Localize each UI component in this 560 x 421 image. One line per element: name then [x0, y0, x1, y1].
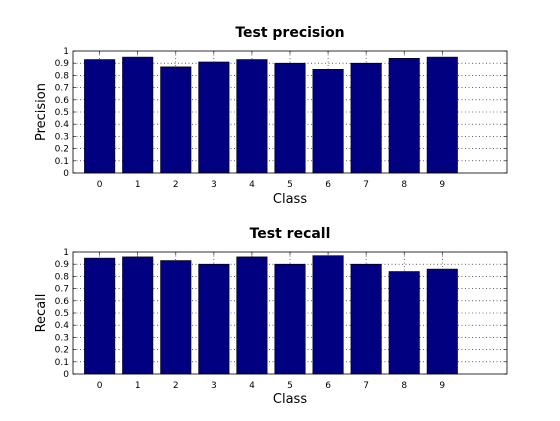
x-tick-label: 7 — [363, 381, 369, 391]
y-tick-label: 0.8 — [55, 272, 70, 282]
ticks: 0 0.1 0.2 0.3 0.4 0.5 0.6 0.7 0.8 0.9 1 0 1 2 3 4 5 6 7 8 9 — [55, 47, 507, 190]
x-tick-label: 0 — [97, 180, 103, 190]
bar — [312, 69, 344, 174]
y-tick-label: 1 — [63, 47, 69, 57]
plot-frame — [72, 251, 508, 375]
y-tick-label: 0 — [63, 370, 69, 380]
x-tick-label: 4 — [249, 180, 255, 190]
bar — [236, 59, 268, 174]
y-tick-label: 0.2 — [55, 346, 69, 356]
y-tick-label: 0.3 — [55, 333, 69, 343]
x-tick-label: 8 — [401, 381, 407, 391]
y-axis-label: Recall — [34, 294, 49, 333]
y-tick-label: 0.4 — [55, 120, 70, 130]
y-tick-label: 0.7 — [55, 285, 69, 295]
y-tick-label: 0.9 — [55, 59, 70, 69]
precision-chart: Test precision Class Precision 0 0.1 0.2 0.… — [34, 25, 508, 207]
bar — [388, 271, 420, 375]
x-tick-label: 1 — [135, 180, 141, 190]
x-tick-label: 4 — [249, 381, 255, 391]
x-tick-label: 3 — [211, 381, 217, 391]
bars — [84, 56, 458, 174]
x-tick-label: 5 — [287, 381, 293, 391]
bar — [426, 56, 458, 174]
bar — [160, 260, 192, 375]
bar — [312, 255, 344, 375]
y-tick-label: 0.3 — [55, 132, 69, 142]
x-tick-label: 2 — [173, 381, 179, 391]
y-tick-label: 0.5 — [55, 108, 69, 118]
bar — [426, 268, 458, 375]
bar — [122, 256, 154, 375]
x-tick-label: 9 — [439, 180, 445, 190]
x-tick-label: 8 — [401, 180, 407, 190]
y-tick-label: 0.6 — [55, 297, 70, 307]
x-tick-label: 2 — [173, 180, 179, 190]
recall-chart: Test recall Class Recall 0 0.1 0.2 0.3 0.4 0.… — [34, 226, 508, 407]
y-tick-label: 0.1 — [55, 358, 69, 368]
y-tick-label: 0.9 — [55, 260, 70, 270]
chart-title: Test recall — [250, 226, 331, 242]
x-tick-label: 6 — [325, 381, 331, 391]
x-axis-label: Class — [273, 392, 307, 407]
bar — [160, 66, 192, 174]
plot-frame — [72, 50, 508, 174]
x-tick-label: 1 — [135, 381, 141, 391]
ticks: 0 0.1 0.2 0.3 0.4 0.5 0.6 0.7 0.8 0.9 1 0 1 2 3 4 5 6 7 8 9 — [55, 248, 507, 391]
y-tick-label: 1 — [63, 248, 69, 258]
x-axis-label: Class — [273, 192, 307, 207]
x-tick-label: 0 — [97, 381, 103, 391]
x-tick-label: 5 — [287, 180, 293, 190]
y-tick-label: 0.5 — [55, 309, 69, 319]
y-axis-label: Precision — [34, 83, 49, 141]
x-tick-label: 3 — [211, 180, 217, 190]
bar — [236, 256, 268, 375]
y-tick-label: 0.7 — [55, 84, 69, 94]
y-tick-label: 0.4 — [55, 321, 70, 331]
bar — [350, 62, 382, 174]
bar — [122, 56, 154, 174]
x-tick-label: 6 — [325, 180, 331, 190]
y-tick-label: 0.8 — [55, 71, 70, 81]
bar — [84, 59, 116, 174]
y-tick-label: 0.6 — [55, 96, 70, 106]
bar — [198, 263, 230, 375]
bars — [84, 255, 458, 375]
x-tick-label: 9 — [439, 381, 445, 391]
y-tick-label: 0.2 — [55, 145, 69, 155]
bar — [388, 58, 420, 174]
bar — [274, 263, 306, 375]
x-tick-label: 7 — [363, 180, 369, 190]
chart-title: Test precision — [235, 25, 344, 41]
bar — [274, 62, 306, 174]
y-tick-label: 0.1 — [55, 157, 69, 167]
y-tick-label: 0 — [63, 169, 69, 179]
bar — [350, 263, 382, 375]
bar — [198, 61, 230, 174]
bar — [84, 257, 116, 375]
